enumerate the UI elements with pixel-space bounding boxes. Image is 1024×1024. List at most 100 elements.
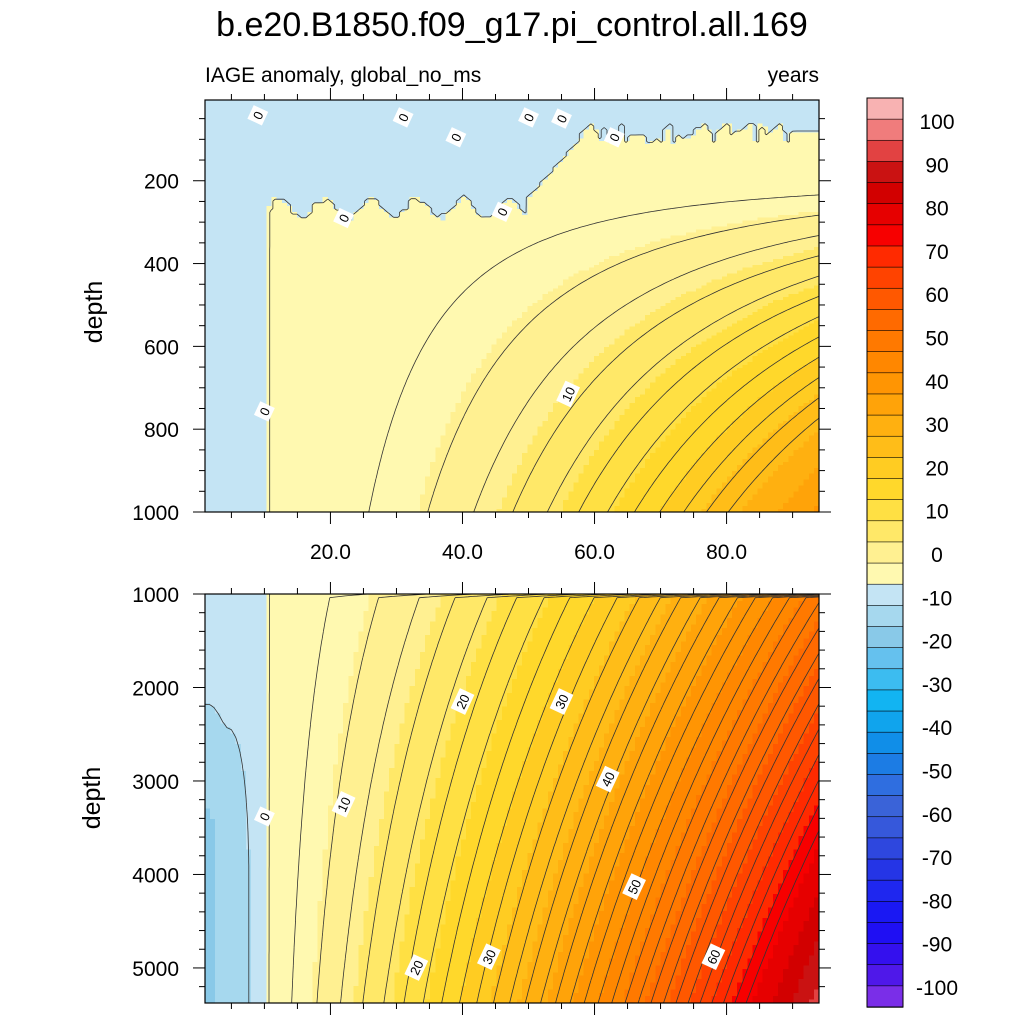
colorbar-box	[866, 330, 904, 353]
lower-contour-label-text: 10	[334, 795, 354, 814]
colorbar-box	[866, 245, 904, 268]
lower-contour-label: 50	[622, 873, 646, 900]
upper-contour-label: 10	[556, 380, 580, 408]
lower-y-axis-label: depth	[78, 767, 106, 830]
lower-contour-label-box	[253, 806, 275, 827]
colorbar-label: 100	[919, 111, 954, 134]
upper-contour-label: 0	[333, 207, 355, 229]
lower-contour-label-box	[595, 765, 620, 793]
lower-contour-label: 30	[549, 688, 574, 715]
colorbar-box	[866, 541, 904, 564]
colorbar-box	[866, 139, 904, 163]
y-tick-label: 800	[144, 419, 179, 442]
x-tick-label: 40.0	[442, 541, 483, 564]
colorbar-box	[866, 562, 904, 585]
lower-contour-lines	[205, 594, 819, 1003]
colorbar-label: -90	[922, 934, 952, 957]
upper-plot-frame	[204, 99, 820, 513]
colorbar-box	[866, 731, 904, 755]
colorbar-label: -60	[922, 804, 952, 827]
lower-contour-label-box	[549, 688, 574, 715]
colorbar-label: -70	[922, 847, 952, 870]
upper-contour-label-box	[491, 201, 513, 222]
colorbar-box	[866, 837, 904, 860]
colorbar-label: 10	[925, 501, 948, 524]
colorbar-box	[866, 943, 904, 966]
upper-y-axis-label: depth	[80, 281, 108, 344]
y-tick-label: 4000	[132, 864, 179, 887]
colorbar-box	[866, 309, 904, 332]
colorbar-label: 50	[925, 328, 948, 351]
colorbar-label: -80	[922, 890, 952, 913]
lower-contour-label: 0	[253, 806, 275, 827]
upper-contour-label: 0	[445, 127, 467, 148]
colorbar-box	[866, 985, 904, 1008]
lower-contour-label-text: 30	[479, 947, 499, 966]
lower-contour-label-text: 60	[704, 947, 724, 966]
colorbar-box	[866, 414, 904, 437]
upper-contour-label: 0	[253, 401, 275, 422]
upper-contour-label: 0	[392, 107, 414, 128]
lower-contour-label-text: 50	[625, 877, 645, 896]
colorbar-box	[866, 774, 904, 797]
lower-contour-label-box	[701, 943, 726, 971]
colorbar-label: 40	[925, 371, 948, 394]
lower-contour-label-box	[404, 954, 429, 981]
lower-contour-label-box	[477, 943, 501, 971]
colorbar-label: 0	[931, 544, 943, 567]
upper-contour-label: 0	[247, 105, 269, 126]
upper-contour-lines	[269, 123, 819, 512]
colorbar: 1009080706050403020100-10-20-30-40-50-60…	[866, 97, 958, 1008]
colorbar-box	[866, 795, 904, 818]
upper-contour-label-box	[247, 105, 269, 126]
colorbar-box	[866, 499, 904, 522]
lower-axes: 1000 2000 3000 4000 5000	[132, 582, 831, 1015]
y-tick-label: 2000	[132, 677, 179, 700]
lower-contour-label: 60	[701, 943, 726, 971]
colorbar-box	[866, 626, 904, 649]
colorbar-box	[866, 964, 904, 987]
colorbar-box	[866, 351, 904, 374]
y-tick-label: 3000	[132, 771, 179, 794]
upper-contour-label: 0	[551, 108, 572, 129]
upper-contour-label-box	[392, 107, 414, 128]
lower-contour-label-text: 20	[453, 692, 473, 711]
colorbar-box	[866, 858, 904, 881]
subtitle-right: years	[768, 64, 819, 87]
y-tick-label: 400	[144, 254, 179, 277]
colorbar-box	[866, 879, 904, 902]
y-tick-label: 1000	[132, 502, 179, 525]
lower-contour-label: 40	[595, 765, 620, 793]
colorbar-box	[866, 922, 904, 945]
colorbar-box	[866, 710, 904, 733]
colorbar-box	[866, 203, 904, 226]
colorbar-label: -10	[922, 587, 952, 610]
lower-contour-label-box	[450, 688, 475, 715]
upper-contour-label-box	[551, 108, 572, 129]
lower-contour-label-box	[331, 790, 356, 818]
lower-contour-label: 20	[404, 954, 429, 981]
lower-contour-labels: 0 10 20 30 40 50 60 20 30	[253, 688, 726, 981]
y-tick-label: 200	[144, 171, 179, 194]
colorbar-label: 30	[925, 414, 948, 437]
lower-contour-fills	[205, 594, 819, 1003]
lower-contour-label-box	[622, 873, 646, 900]
lower-panel: 0 10 20 30 40 50 60 20 30 1000 2000 3000 4000 5000 d…	[78, 582, 831, 1015]
colorbar-box	[866, 118, 904, 141]
y-tick-label: 5000	[132, 958, 179, 981]
colorbar-box	[866, 161, 904, 184]
lower-contour-label-text: 40	[598, 770, 618, 789]
upper-contour-label-box	[445, 127, 467, 148]
upper-contour-label: 0	[491, 201, 513, 222]
upper-contour-label-box	[556, 380, 580, 408]
upper-contour-label-box	[253, 401, 275, 422]
x-tick-label: 60.0	[574, 541, 615, 564]
colorbar-box	[866, 520, 904, 543]
colorbar-box	[866, 605, 904, 628]
colorbar-frame	[866, 97, 904, 1008]
colorbar-label: 70	[925, 241, 948, 264]
